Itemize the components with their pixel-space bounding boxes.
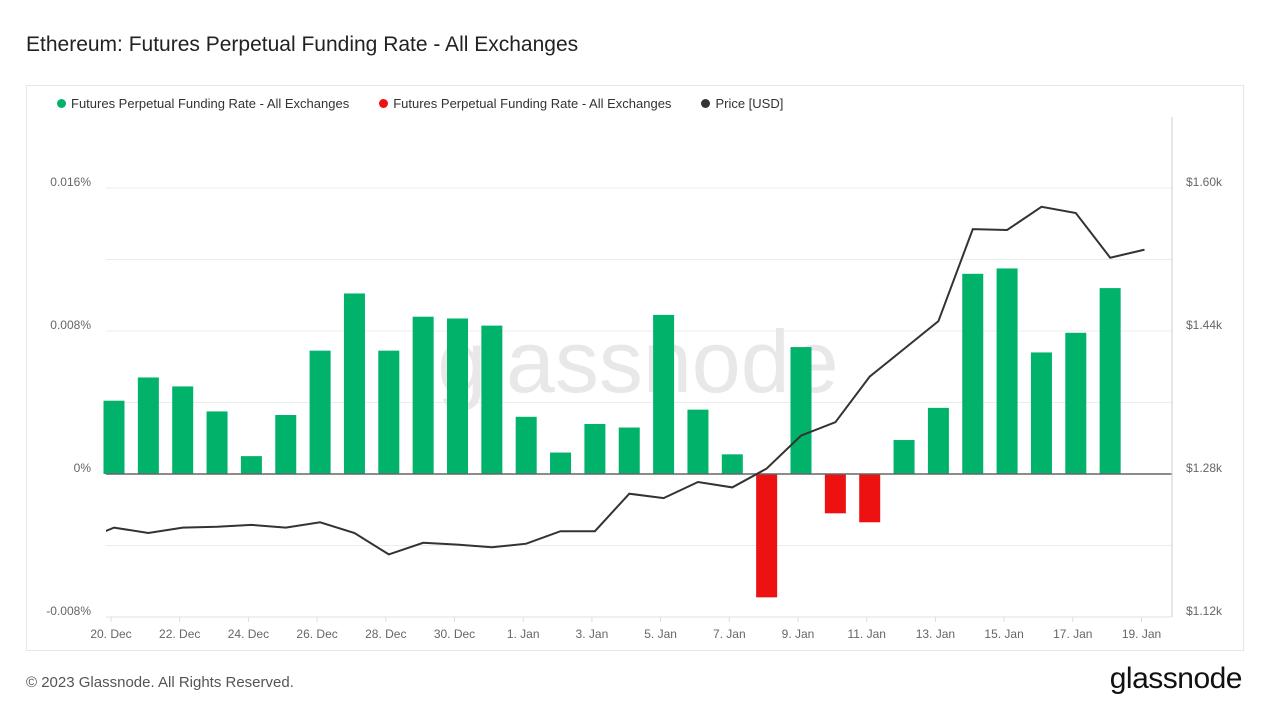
bar-positive	[515, 416, 537, 474]
x-tick-label: 11. Jan	[847, 627, 885, 641]
y-right-tick-label: $1.28k	[1186, 461, 1223, 475]
bar-positive	[275, 415, 297, 474]
y-right-tick-label: $1.12k	[1186, 604, 1223, 618]
bar-positive	[137, 377, 159, 474]
x-tick-label: 22. Dec	[159, 627, 200, 641]
glassnode-logo: glassnode	[1109, 662, 1243, 695]
bar-positive	[962, 273, 984, 474]
legend-dot-icon	[701, 99, 711, 108]
y-right-tick-label: $1.44k	[1186, 318, 1223, 332]
x-tick-label: 13. Jan	[916, 627, 955, 641]
bar-positive	[996, 268, 1018, 474]
bar-positive	[309, 350, 331, 474]
price-line	[106, 205, 1145, 556]
bar-positive	[687, 409, 709, 474]
bar-positive	[790, 347, 812, 474]
bar-negative	[756, 474, 778, 598]
legend-dot-icon	[57, 99, 66, 108]
x-tick-label: 20. Dec	[90, 627, 131, 641]
copyright: © 2023 Glassnode. All Rights Reserved.	[26, 674, 294, 691]
bar-positive	[584, 423, 606, 474]
legend-item-price[interactable]: Price [USD]	[701, 96, 783, 111]
y-left-tick-label: 0.008%	[50, 318, 91, 332]
x-tick-label: 5. Jan	[644, 627, 677, 641]
x-tick-label: 30. Dec	[434, 627, 475, 641]
legend-dot-icon	[379, 99, 389, 108]
bar-negative	[824, 474, 846, 514]
x-tick-label: 26. Dec	[296, 627, 337, 641]
x-tick-label: 24. Dec	[228, 627, 269, 641]
bar-positive	[343, 293, 365, 474]
bar-positive	[653, 314, 675, 474]
chart-panel	[26, 85, 1244, 651]
bar-positive	[240, 456, 262, 474]
legend-item-negative-rate[interactable]: Futures Perpetual Funding Rate - All Exc…	[379, 96, 671, 111]
bar-positive	[721, 454, 743, 474]
legend-label: Futures Perpetual Funding Rate - All Exc…	[393, 96, 672, 111]
x-tick-label: 28. Dec	[365, 627, 406, 641]
y-left-tick-label: -0.008%	[46, 604, 91, 618]
x-tick-label: 19. Jan	[1122, 627, 1161, 641]
bar-positive	[618, 427, 640, 474]
bar-positive	[447, 318, 468, 474]
bar-positive	[893, 440, 915, 474]
bar-positive	[550, 452, 572, 474]
x-tick-label: 1. Jan	[507, 627, 540, 641]
page-title: Ethereum: Futures Perpetual Funding Rate…	[26, 33, 579, 56]
bar-positive	[1099, 288, 1121, 474]
x-tick-label: 3. Jan	[576, 627, 609, 641]
bar-positive	[206, 411, 228, 474]
legend-label: Futures Perpetual Funding Rate - All Exc…	[71, 96, 350, 111]
legend-label: Price [USD]	[715, 96, 784, 111]
x-tick-label: 7. Jan	[713, 627, 746, 641]
bar-positive	[172, 386, 194, 474]
y-left-tick-label: 0.016%	[50, 175, 91, 189]
bar-positive	[481, 325, 503, 474]
bar-positive	[1065, 332, 1087, 474]
watermark: glassnode	[437, 312, 838, 411]
bar-positive	[378, 350, 400, 474]
bar-positive	[412, 316, 434, 474]
legend-item-positive-rate[interactable]: Futures Perpetual Funding Rate - All Exc…	[57, 96, 349, 111]
y-left-tick-label: 0%	[74, 461, 92, 475]
legend: Futures Perpetual Funding Rate - All Exc…	[57, 96, 783, 111]
x-tick-label: 17. Jan	[1053, 627, 1092, 641]
bar-positive	[927, 407, 949, 474]
y-right-tick-label: $1.60k	[1186, 175, 1223, 189]
bar-negative	[859, 474, 881, 523]
bar-positive	[103, 400, 125, 474]
x-tick-label: 9. Jan	[782, 627, 815, 641]
bar-positive	[1030, 352, 1052, 474]
x-tick-label: 15. Jan	[984, 627, 1023, 641]
